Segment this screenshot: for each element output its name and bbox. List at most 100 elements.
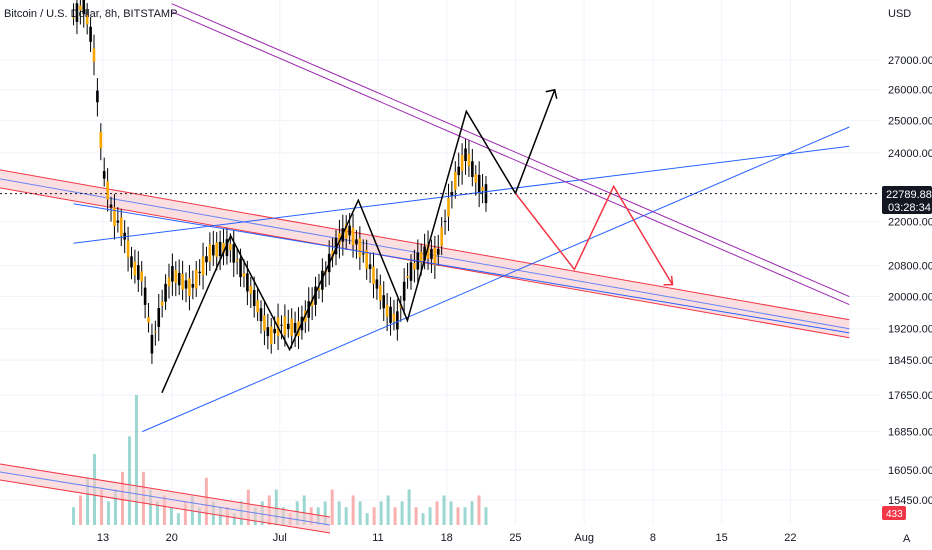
- time-scale[interactable]: 13 20 Jul 11 18 25 Aug 8 15 22: [97, 532, 797, 544]
- candle-body: [140, 271, 144, 282]
- candle-body: [211, 244, 215, 256]
- candle-body: [419, 251, 423, 263]
- y-tick-label: 16850.00: [888, 427, 932, 439]
- candle-body: [82, 0, 86, 15]
- candle-body: [293, 322, 297, 333]
- volume-bar: [400, 501, 404, 525]
- candle-body: [154, 331, 157, 333]
- candle-body: [256, 300, 259, 313]
- candles: [72, 0, 488, 364]
- volume-bar: [386, 495, 390, 525]
- candle-body: [379, 285, 382, 301]
- blue-trendline[interactable]: [73, 145, 850, 244]
- zigzag-pattern[interactable]: [161, 89, 556, 394]
- candle-body: [92, 48, 96, 62]
- volume-badge-value: 433: [886, 509, 903, 520]
- candle-body: [174, 270, 178, 283]
- channel-upper[interactable]: [0, 164, 850, 321]
- candle-body: [423, 246, 426, 261]
- x-tick-label: 15: [716, 532, 728, 544]
- channel-mid[interactable]: [0, 173, 850, 330]
- volume-bar: [127, 436, 131, 525]
- trendlines[interactable]: [73, 3, 850, 433]
- candle-body: [351, 227, 355, 245]
- x-tick-label: 18: [441, 532, 453, 544]
- arrow-up-icon: [545, 88, 558, 99]
- candle-body: [222, 242, 225, 254]
- volume-bar: [435, 501, 439, 525]
- candle-body: [75, 3, 79, 23]
- candle-body: [406, 275, 409, 278]
- volume-bar: [428, 507, 432, 525]
- channel-mid[interactable]: [0, 471, 331, 526]
- last-price-value: 22789.88: [886, 189, 932, 201]
- candle-body: [242, 273, 246, 277]
- arrow-down-icon: [663, 275, 674, 286]
- candle-body: [164, 283, 167, 302]
- volume-bar: [183, 501, 187, 525]
- x-tick-label: Jul: [273, 532, 287, 544]
- volume-bar: [372, 507, 376, 525]
- candle-body: [72, 17, 75, 19]
- candle-body: [426, 244, 430, 259]
- pattern-drawings[interactable]: [161, 88, 674, 394]
- candle-body: [218, 241, 222, 256]
- y-tick-label: 24000.00: [888, 148, 932, 160]
- y-tick-label: 25000.00: [888, 116, 932, 128]
- price-scale-bg: [880, 0, 932, 550]
- candle-body: [167, 277, 171, 287]
- candle-body: [413, 262, 416, 270]
- volume-bar: [79, 495, 83, 525]
- y-tick-label: 20800.00: [888, 261, 932, 273]
- candle-body: [321, 270, 324, 290]
- candle-body: [358, 238, 362, 258]
- candle-body: [119, 217, 123, 236]
- blue-trendline[interactable]: [142, 126, 850, 433]
- candle-body: [402, 281, 406, 301]
- y-tick-label: 26000.00: [888, 85, 932, 97]
- candle-body: [143, 287, 147, 305]
- candle-body: [283, 316, 287, 336]
- volume-bar: [86, 477, 90, 525]
- candle-body: [208, 244, 212, 262]
- price-scale[interactable]: 27000.00 26000.00 25000.00 24000.00 22000.00…: [888, 55, 932, 507]
- x-tick-label: 25: [509, 532, 521, 544]
- candle-body: [96, 90, 99, 103]
- volume-bar: [169, 507, 173, 525]
- candle-body: [348, 225, 351, 236]
- purple-trendline-parallel[interactable]: [171, 11, 850, 306]
- candle-body: [109, 204, 113, 208]
- candle-body: [266, 327, 270, 337]
- purple-trendline[interactable]: [171, 3, 850, 298]
- candle-body: [160, 301, 164, 306]
- volume-bar: [456, 507, 460, 525]
- blue-trendline[interactable]: [73, 203, 850, 334]
- candle-body: [232, 244, 236, 263]
- channel-upper[interactable]: [0, 463, 331, 518]
- volume-bar: [365, 513, 369, 525]
- candle-body: [314, 286, 317, 305]
- candle-body: [481, 186, 484, 191]
- volume-bar: [379, 501, 383, 525]
- candle-body: [372, 266, 375, 285]
- candle-body: [184, 280, 188, 289]
- candle-body: [382, 295, 386, 309]
- candle-body: [123, 232, 126, 240]
- currency-label: USD: [888, 8, 911, 20]
- candle-body: [205, 256, 208, 263]
- y-tick-label: 15450.00: [888, 495, 932, 507]
- volume-bar: [463, 507, 467, 525]
- y-tick-label: 17650.00: [888, 390, 932, 402]
- auto-scale-button[interactable]: A: [903, 533, 911, 545]
- channel-lower[interactable]: [0, 479, 331, 534]
- candle-body: [474, 174, 478, 183]
- x-tick-label: 11: [372, 532, 383, 544]
- candle-body: [102, 171, 106, 179]
- volume-bar: [162, 495, 166, 525]
- candle-body: [198, 271, 201, 274]
- volume-bar: [393, 507, 397, 525]
- y-tick-label: 16050.00: [888, 465, 932, 477]
- bearish-projection[interactable]: [514, 184, 674, 286]
- candle-body: [188, 278, 191, 297]
